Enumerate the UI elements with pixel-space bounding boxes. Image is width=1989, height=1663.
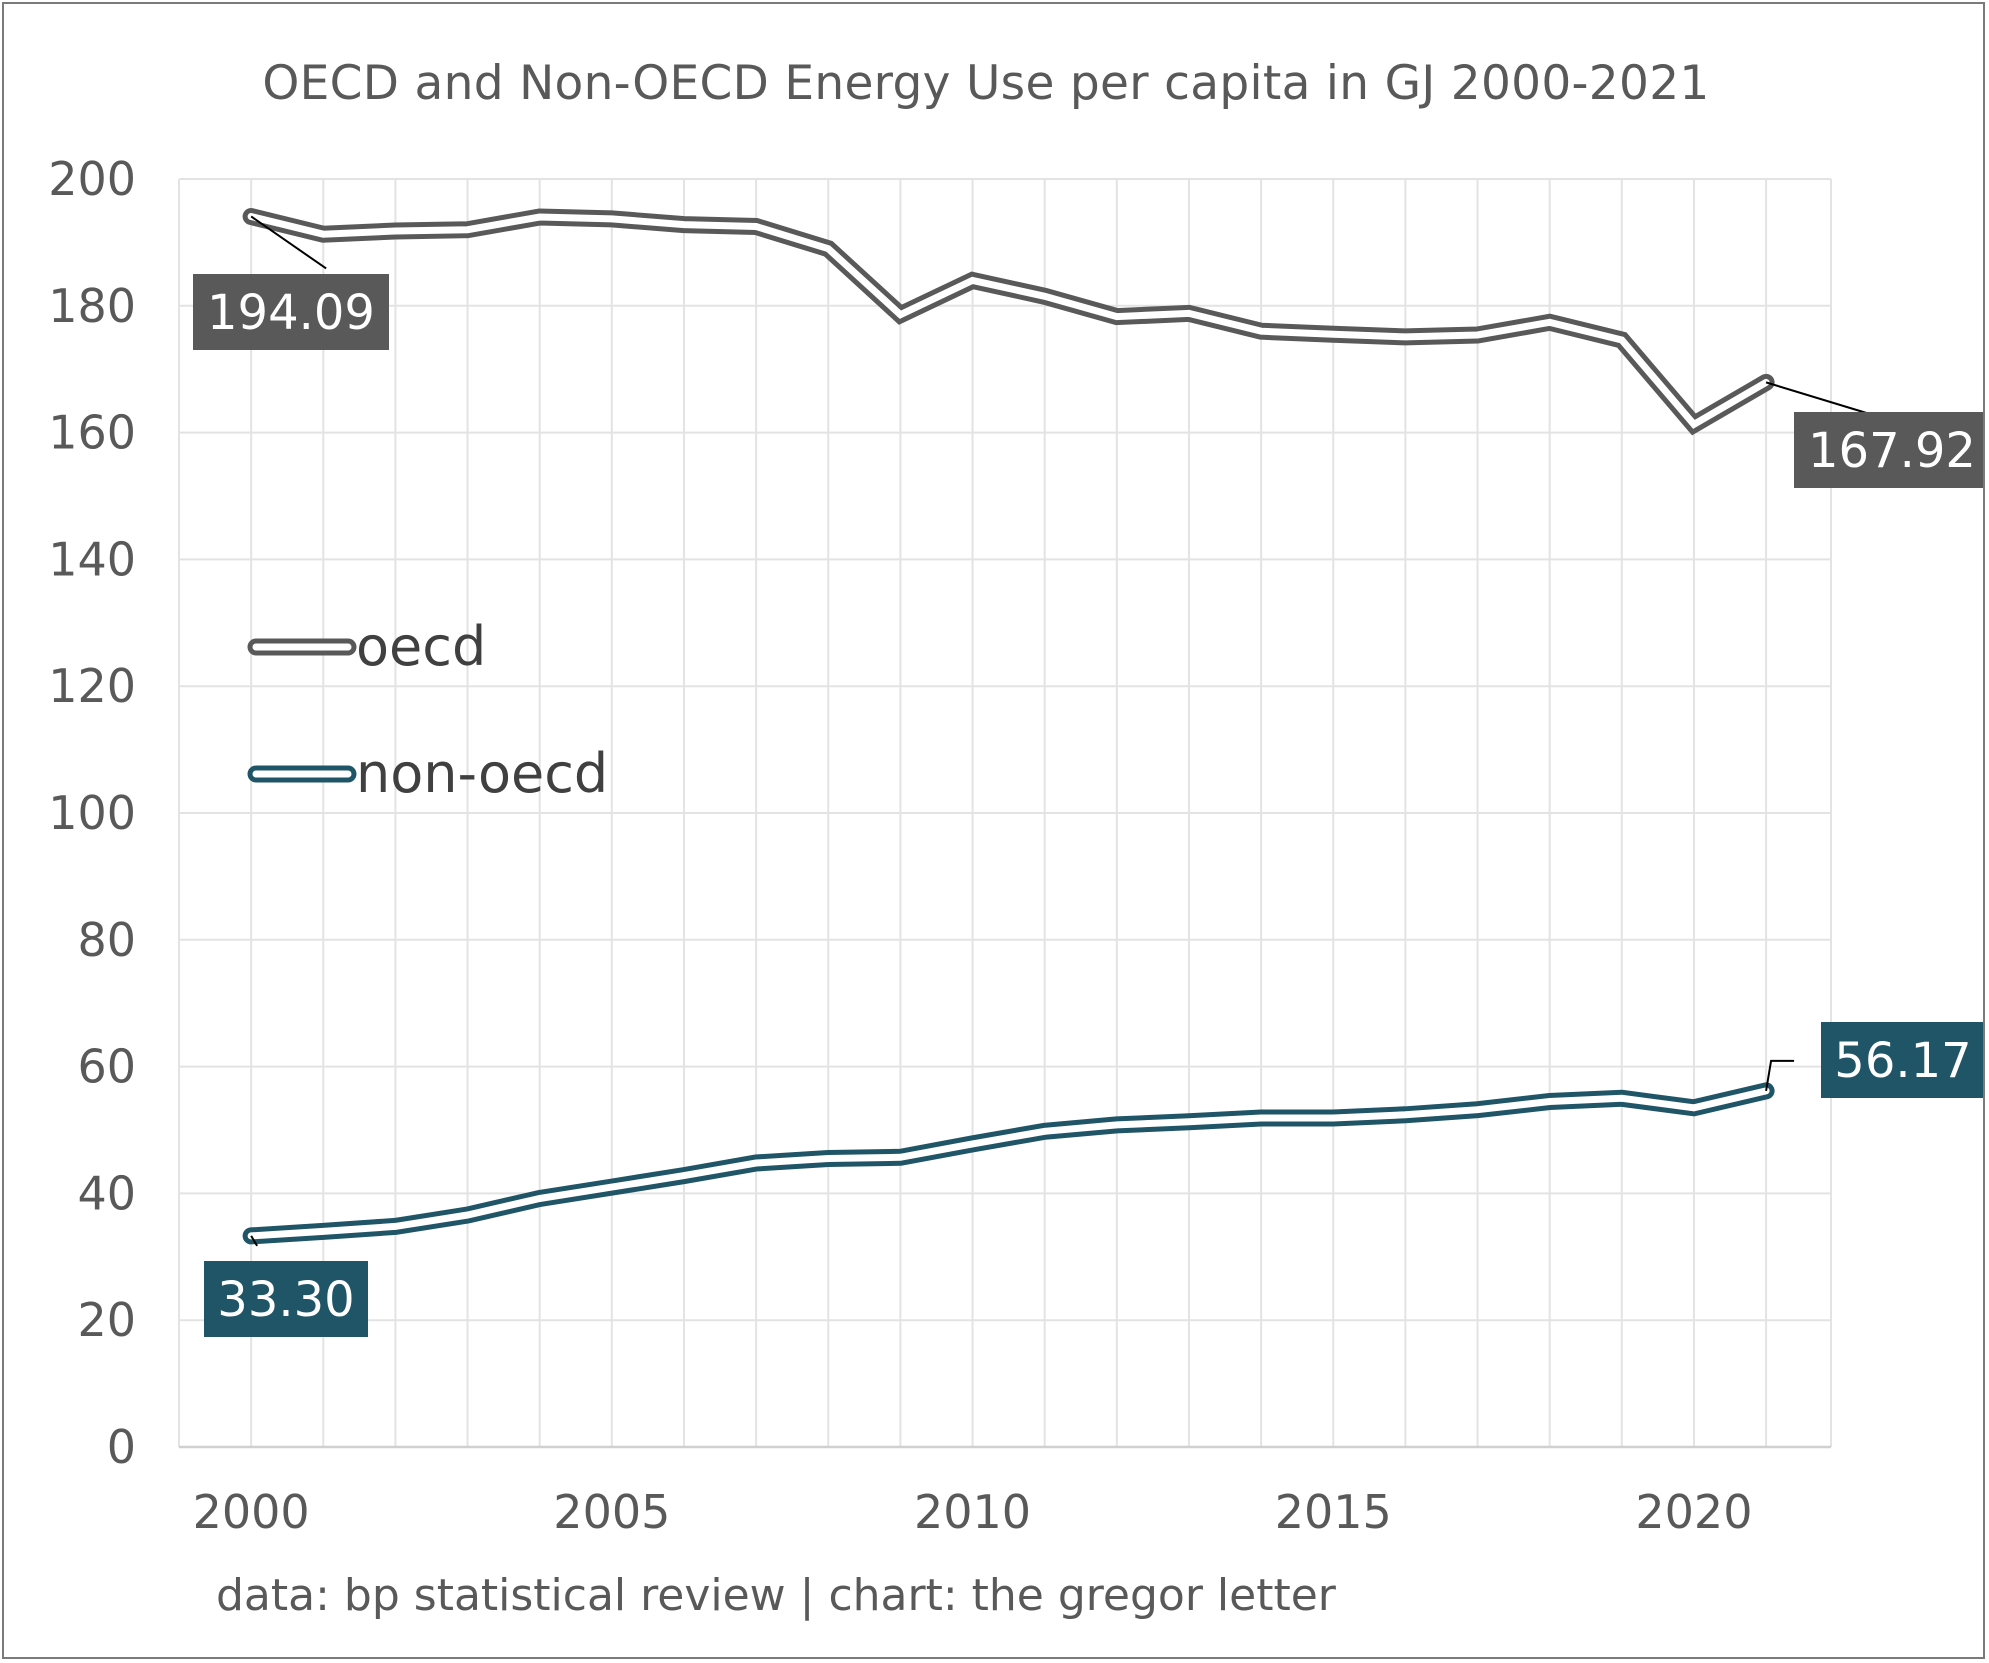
label-leader-line — [250, 215, 327, 270]
legend-label: oecd — [356, 615, 486, 678]
y-tick-label: 200 — [48, 152, 136, 206]
label-box — [1794, 412, 1989, 488]
data-label: 33.30 — [204, 1235, 368, 1337]
y-tick-label: 180 — [48, 279, 136, 333]
x-tick-label: 2020 — [1635, 1485, 1752, 1539]
legend-item-oecd: oecd — [247, 615, 486, 678]
label-leader-line — [1765, 1059, 1795, 1092]
series-oecd — [242, 208, 1775, 436]
gridlines — [178, 178, 1832, 1447]
x-tick-label: 2015 — [1275, 1485, 1392, 1539]
series-non-oecd — [242, 1082, 1775, 1245]
data-label: 194.09 — [193, 215, 389, 350]
y-tick-label: 0 — [107, 1420, 136, 1474]
series-line-core — [247, 213, 1770, 429]
x-axis-ticks: 2000 2005 2010 2015 2020 — [193, 1485, 1753, 1539]
label-box — [204, 1261, 368, 1337]
label-box — [1821, 1022, 1985, 1098]
source-credit: data: bp statistical review | chart: the… — [216, 1570, 1337, 1621]
series-line-outline — [242, 208, 1775, 436]
label-text: 167.92 — [1808, 423, 1976, 479]
x-tick-label: 2000 — [193, 1485, 310, 1539]
data-labels: 194.09 167.92 33.30 56.17 — [193, 215, 1989, 1337]
line-chart: OECD and Non-OECD Energy Use per capita … — [48, 56, 1989, 1621]
y-tick-label: 20 — [77, 1293, 136, 1347]
y-tick-label: 100 — [48, 786, 136, 840]
legend-label: non-oecd — [356, 742, 608, 805]
label-text: 194.09 — [207, 285, 375, 341]
y-tick-label: 160 — [48, 406, 136, 460]
data-label: 167.92 — [1765, 381, 1989, 488]
label-leader-line — [1765, 381, 1872, 416]
data-label: 56.17 — [1765, 1022, 1985, 1098]
label-text: 56.17 — [1834, 1033, 1971, 1089]
y-tick-label: 60 — [77, 1040, 136, 1094]
chart-title: OECD and Non-OECD Energy Use per capita … — [262, 56, 1709, 111]
legend-item-non-oecd: non-oecd — [247, 742, 608, 805]
legend: oecd non-oecd — [247, 615, 608, 805]
series-lines — [242, 208, 1775, 1245]
label-box — [193, 274, 389, 350]
label-leader-line — [250, 1235, 258, 1247]
series-line-core — [247, 1087, 1770, 1240]
y-tick-label: 80 — [77, 913, 136, 967]
y-tick-label: 120 — [48, 659, 136, 713]
y-axis-ticks: 0 20 40 60 80 100 120 140 160 180 200 — [48, 152, 136, 1474]
x-tick-label: 2005 — [553, 1485, 670, 1539]
y-tick-label: 40 — [77, 1166, 136, 1220]
y-tick-label: 140 — [48, 532, 136, 586]
label-text: 33.30 — [217, 1272, 354, 1328]
x-tick-label: 2010 — [914, 1485, 1031, 1539]
